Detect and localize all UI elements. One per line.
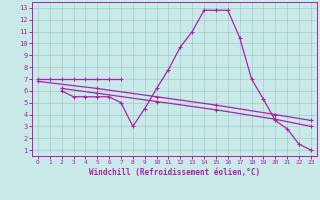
X-axis label: Windchill (Refroidissement éolien,°C): Windchill (Refroidissement éolien,°C) [89, 168, 260, 177]
